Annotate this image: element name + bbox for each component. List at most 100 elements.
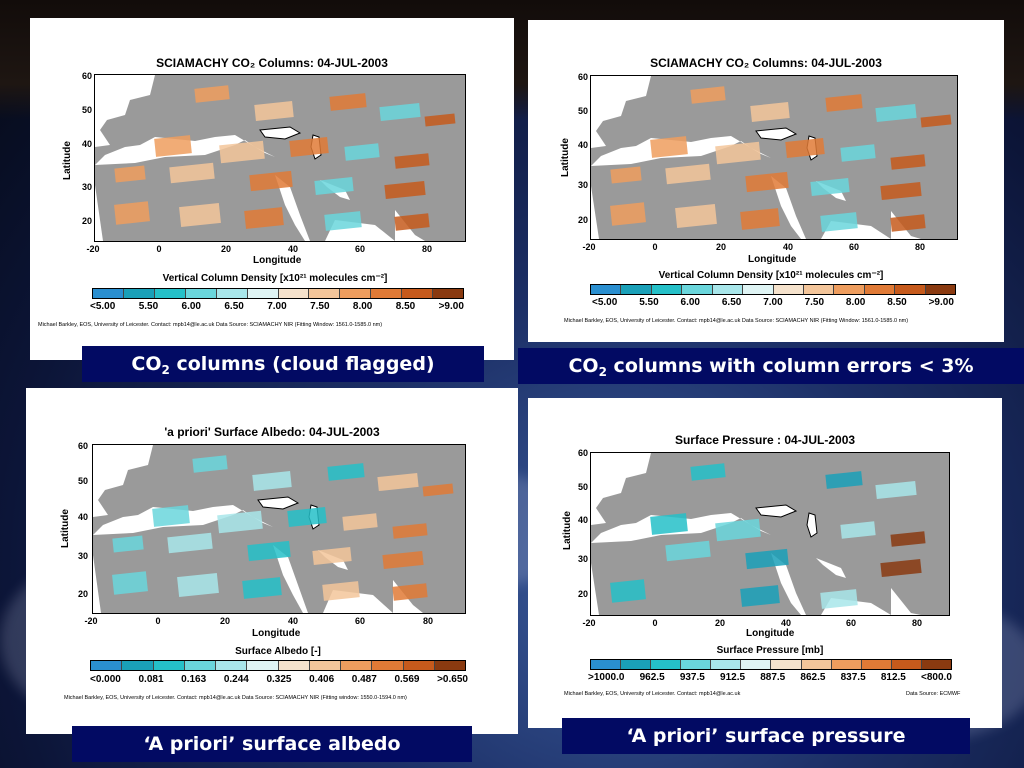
ocean-atlantic — [591, 76, 651, 148]
x-axis-label: Longitude — [252, 628, 301, 639]
colorbar-swatch — [184, 661, 216, 670]
data-swath — [167, 532, 213, 554]
x-tick-label: 80 — [914, 242, 925, 252]
data-swath — [610, 166, 642, 184]
colorbar-label: >0.650 — [437, 674, 468, 685]
colorbar-swatch — [402, 289, 434, 298]
caption-albedo: ‘A priori’ surface albedo — [72, 726, 472, 762]
y-tick-label: 40 — [81, 139, 92, 149]
y-tick-label: 60 — [577, 72, 588, 82]
colorbar-swatch — [247, 661, 279, 670]
colorbar-swatch — [743, 285, 774, 294]
colorbar-swatch — [91, 661, 123, 670]
map-area — [590, 75, 958, 240]
panel-title: SCIAMACHY CO₂ Columns: 04-JUL-2003 — [156, 56, 388, 70]
y-tick-label: 50 — [577, 482, 588, 492]
data-swath — [840, 144, 876, 162]
data-swath — [394, 153, 430, 169]
colorbar-swatch — [864, 285, 896, 294]
data-swath — [154, 135, 192, 157]
x-tick-label: -20 — [86, 244, 100, 254]
y-tick-label: 60 — [81, 71, 92, 81]
red-sea — [771, 176, 806, 239]
data-swath — [750, 102, 790, 122]
colorbar-label: <5.00 — [90, 301, 116, 312]
data-swath — [890, 154, 926, 170]
data-swath — [382, 550, 424, 570]
colorbar-swatch — [651, 285, 683, 294]
data-swath — [254, 101, 294, 121]
data-swath — [112, 571, 148, 595]
colorbar-label: 7.50 — [804, 297, 825, 308]
ocean-west — [591, 186, 599, 239]
data-swath — [825, 471, 863, 489]
colorbar-label: >1000.0 — [588, 672, 625, 683]
data-swath — [152, 505, 190, 527]
coastline-map — [591, 453, 926, 615]
y-tick-label: 50 — [77, 476, 88, 486]
data-swath — [114, 201, 150, 225]
ocean-west — [93, 555, 101, 613]
map-panel-albedo: 'a priori' Surface Albedo: 04-JUL-2003 L… — [26, 388, 518, 734]
data-swath — [252, 471, 292, 491]
data-swath — [820, 212, 858, 232]
x-tick-label: -20 — [582, 242, 596, 252]
colorbar-label: 6.00 — [181, 301, 201, 312]
colorbar-swatch — [741, 660, 772, 669]
colorbar-swatch — [651, 660, 682, 669]
y-tick-label: 20 — [577, 215, 588, 225]
caption-text: CO — [568, 355, 599, 377]
data-swath — [890, 531, 926, 547]
y-tick-label: 40 — [577, 515, 588, 525]
panel-title: 'a priori' Surface Albedo: 04-JUL-2003 — [164, 425, 380, 439]
y-tick-label: 60 — [577, 448, 588, 458]
colorbar-swatch — [371, 289, 403, 298]
colorbar-labels: <5.00 5.50 6.00 6.50 7.00 7.50 8.00 8.50… — [90, 301, 464, 312]
y-tick-label: 50 — [81, 105, 92, 115]
x-tick-label: 20 — [715, 242, 726, 252]
data-swath — [690, 86, 726, 104]
data-swath — [329, 93, 367, 111]
credit-text: Michael Barkley, EOS, University of Leic… — [564, 691, 741, 697]
colorbar-swatch — [925, 285, 956, 294]
panel-title: SCIAMACHY CO₂ Columns: 04-JUL-2003 — [650, 56, 882, 70]
data-swath — [217, 510, 263, 534]
x-tick-label: 60 — [354, 244, 365, 254]
x-tick-label: 0 — [652, 618, 658, 628]
ocean-atlantic — [95, 75, 155, 147]
colorbar-swatch — [861, 660, 892, 669]
colorbar-label: 837.5 — [840, 672, 866, 683]
y-tick-label: 40 — [77, 512, 88, 522]
data-swath — [745, 171, 789, 193]
data-swath — [327, 463, 365, 481]
data-swath — [665, 163, 711, 185]
colorbar-label: 862.5 — [800, 672, 826, 683]
colorbar-label: 812.5 — [880, 672, 906, 683]
colorbar-swatch — [122, 661, 154, 670]
caption-text: CO — [131, 353, 162, 375]
x-axis-label: Longitude — [253, 255, 302, 266]
colorbar-swatch — [433, 289, 464, 298]
data-swath — [650, 136, 688, 158]
x-tick-label: 40 — [782, 242, 793, 252]
data-swath — [650, 513, 688, 535]
y-tick-label: 40 — [577, 140, 588, 150]
credit-text: Michael Barkley, EOS, University of Leic… — [564, 318, 909, 324]
colorbar-swatch — [771, 660, 802, 669]
data-swath — [344, 143, 380, 161]
data-swath — [920, 114, 952, 128]
colorbar-label: 5.50 — [138, 301, 159, 312]
colorbar-swatch — [154, 289, 186, 298]
colorbar-labels: <5.00 5.50 6.00 6.50 7.00 7.50 8.00 8.50… — [592, 297, 954, 308]
data-swath — [610, 579, 646, 603]
coastline-map — [95, 75, 456, 241]
bay-of-bengal — [393, 580, 423, 613]
data-swath — [192, 455, 228, 473]
colorbar-swatch — [123, 289, 155, 298]
black-sea — [259, 126, 302, 140]
x-tick-label: 0 — [652, 242, 658, 252]
data-swath — [880, 558, 922, 578]
colorbar-label: 0.406 — [309, 674, 335, 685]
colorbar-label: >9.00 — [928, 297, 954, 308]
x-tick-label: -20 — [84, 616, 98, 626]
